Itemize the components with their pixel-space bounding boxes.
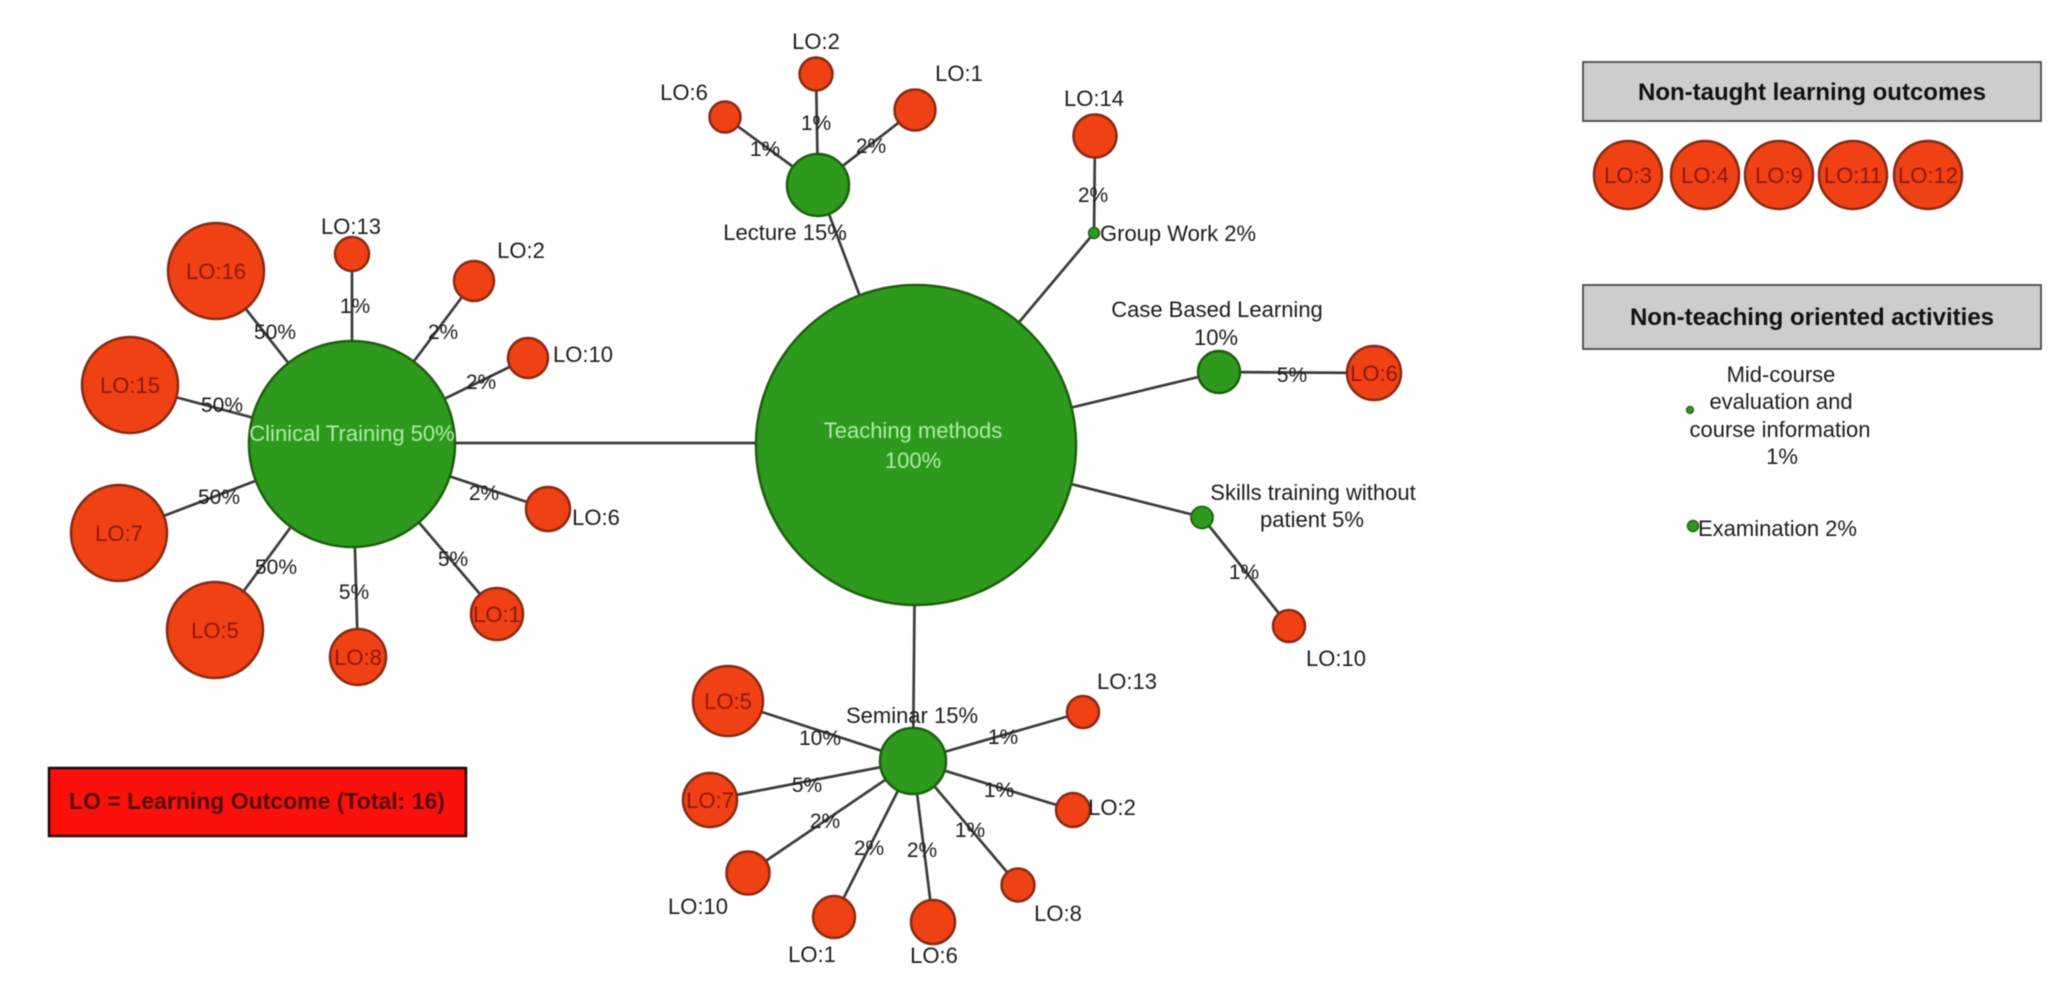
svg-text:Clinical Training 50%: Clinical Training 50%	[249, 421, 454, 446]
svg-text:LO:8: LO:8	[334, 645, 382, 670]
svg-text:2%: 2%	[810, 810, 840, 833]
svg-text:2%: 2%	[469, 482, 499, 505]
svg-text:1%: 1%	[750, 138, 780, 161]
svg-text:LO:6: LO:6	[1350, 361, 1398, 386]
svg-text:patient 5%: patient 5%	[1260, 507, 1364, 532]
svg-text:1%: 1%	[955, 819, 985, 842]
svg-text:LO:2: LO:2	[792, 29, 840, 54]
svg-text:LO:5: LO:5	[191, 618, 239, 643]
svg-text:LO:10: LO:10	[668, 894, 728, 919]
svg-text:LO:13: LO:13	[321, 214, 381, 239]
svg-text:Mid-course: Mid-course	[1727, 362, 1836, 387]
svg-text:Lecture 15%: Lecture 15%	[723, 220, 847, 245]
svg-text:LO:1: LO:1	[935, 61, 983, 86]
svg-text:5%: 5%	[339, 581, 369, 604]
svg-text:LO:7: LO:7	[95, 521, 143, 546]
svg-text:LO:6: LO:6	[910, 943, 958, 968]
svg-text:evaluation and: evaluation and	[1709, 389, 1852, 414]
svg-text:Case Based Learning: Case Based Learning	[1111, 297, 1323, 322]
svg-text:LO = Learning Outcome (Total:: LO = Learning Outcome (Total: 16)	[69, 788, 445, 814]
svg-text:LO:10: LO:10	[553, 342, 613, 367]
svg-text:1%: 1%	[340, 295, 370, 318]
svg-text:LO:2: LO:2	[1088, 795, 1136, 820]
svg-text:LO:6: LO:6	[660, 80, 708, 105]
svg-text:2%: 2%	[466, 371, 496, 394]
svg-text:50%: 50%	[201, 394, 243, 417]
svg-text:2%: 2%	[1078, 184, 1108, 207]
svg-text:LO:14: LO:14	[1064, 86, 1124, 111]
svg-text:1%: 1%	[801, 112, 831, 135]
svg-text:2%: 2%	[428, 321, 458, 344]
svg-text:LO:4: LO:4	[1681, 163, 1729, 188]
svg-text:1%: 1%	[1229, 561, 1259, 584]
svg-text:Seminar 15%: Seminar 15%	[846, 703, 978, 728]
svg-text:LO:1: LO:1	[788, 942, 836, 967]
svg-text:5%: 5%	[792, 774, 822, 797]
svg-text:1%: 1%	[984, 779, 1014, 802]
svg-text:Non-teaching oriented activiti: Non-teaching oriented activities	[1630, 304, 1994, 331]
svg-text:50%: 50%	[255, 556, 297, 579]
svg-text:1%: 1%	[1766, 444, 1798, 469]
svg-text:50%: 50%	[198, 486, 240, 509]
svg-text:LO:11: LO:11	[1824, 163, 1882, 188]
svg-text:10%: 10%	[799, 727, 841, 750]
svg-text:50%: 50%	[254, 321, 296, 344]
svg-text:Teaching methods: Teaching methods	[824, 418, 1003, 443]
svg-text:LO:10: LO:10	[1306, 646, 1366, 671]
svg-text:course information: course information	[1690, 417, 1871, 442]
svg-text:2%: 2%	[907, 839, 937, 862]
svg-text:LO:16: LO:16	[186, 259, 246, 284]
svg-text:LO:7: LO:7	[686, 788, 734, 813]
svg-text:LO:1: LO:1	[473, 602, 521, 627]
svg-text:LO:5: LO:5	[704, 689, 752, 714]
svg-text:LO:12: LO:12	[1898, 163, 1958, 188]
svg-text:10%: 10%	[1194, 325, 1238, 350]
svg-text:2%: 2%	[856, 135, 886, 158]
svg-text:LO:9: LO:9	[1755, 163, 1803, 188]
svg-text:Skills training without: Skills training without	[1210, 480, 1415, 505]
svg-text:Non-taught learning outcomes: Non-taught learning outcomes	[1638, 79, 1986, 106]
svg-text:5%: 5%	[1277, 364, 1307, 387]
svg-text:100%: 100%	[885, 448, 941, 473]
svg-text:Group Work 2%: Group Work 2%	[1100, 221, 1256, 246]
svg-text:Examination 2%: Examination 2%	[1698, 516, 1857, 541]
svg-text:LO:8: LO:8	[1034, 901, 1082, 926]
svg-text:LO:2: LO:2	[497, 238, 545, 263]
svg-text:LO:13: LO:13	[1097, 669, 1157, 694]
svg-text:5%: 5%	[438, 548, 468, 571]
svg-text:LO:6: LO:6	[572, 505, 620, 530]
svg-text:1%: 1%	[988, 726, 1018, 749]
svg-text:LO:15: LO:15	[100, 373, 160, 398]
svg-text:LO:3: LO:3	[1604, 163, 1652, 188]
svg-text:2%: 2%	[854, 837, 884, 860]
